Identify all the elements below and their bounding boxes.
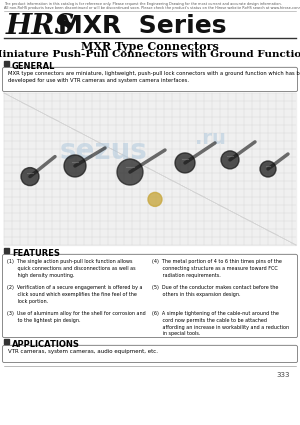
Bar [4,93,296,245]
Circle shape [21,167,39,186]
Text: GENERAL: GENERAL [12,62,56,71]
Bar [4,248,9,253]
Text: (4)  The metal portion of 4 to 6 thin times pins of the
       connecting struct: (4) The metal portion of 4 to 6 thin tim… [152,259,282,278]
Text: MXR  Series: MXR Series [58,14,227,38]
Text: MXR Type Connectors: MXR Type Connectors [81,41,219,52]
Text: (1)  The single action push-pull lock function allows
       quick connections a: (1) The single action push-pull lock fun… [7,259,136,278]
Circle shape [260,161,276,177]
FancyBboxPatch shape [2,255,298,337]
Text: sezus: sezus [60,137,148,165]
Text: (2)  Verification of a secure engagement is offered by a
       click sound whic: (2) Verification of a secure engagement … [7,285,142,303]
Text: .ru: .ru [195,129,226,148]
Text: VTR cameras, system cameras, audio equipment, etc.: VTR cameras, system cameras, audio equip… [8,349,158,354]
FancyBboxPatch shape [2,346,298,363]
Text: Miniature Push-Pull Connectors with Ground Function: Miniature Push-Pull Connectors with Grou… [0,50,300,59]
Text: (3)  Use of aluminum alloy for the shell for corrosion and
       to the lightes: (3) Use of aluminum alloy for the shell … [7,311,146,323]
Text: 333: 333 [277,372,290,378]
Text: APPLICATIONS: APPLICATIONS [12,340,80,349]
Text: HRS: HRS [6,13,75,40]
Text: (6)  A simple tightening of the cable-nut around the
       cord now permits the: (6) A simple tightening of the cable-nut… [152,311,289,337]
Bar [4,339,9,344]
Text: All non-RoHS products have been discontinued or will be discontinued soon. Pleas: All non-RoHS products have been disconti… [4,6,300,10]
Text: FEATURES: FEATURES [12,249,60,258]
Text: (5)  Due of the conductor makes contact before the
       others in this expansi: (5) Due of the conductor makes contact b… [152,285,278,297]
Circle shape [221,151,239,169]
Bar [4,61,9,66]
Circle shape [148,193,162,207]
Circle shape [64,155,86,177]
Text: The product information in this catalog is for reference only. Please request th: The product information in this catalog … [4,2,282,6]
Circle shape [117,159,143,185]
FancyBboxPatch shape [2,68,298,91]
Circle shape [175,153,195,173]
Text: MXR type connectors are miniature, lightweight, push-pull lock connectors with a: MXR type connectors are miniature, light… [8,71,300,83]
